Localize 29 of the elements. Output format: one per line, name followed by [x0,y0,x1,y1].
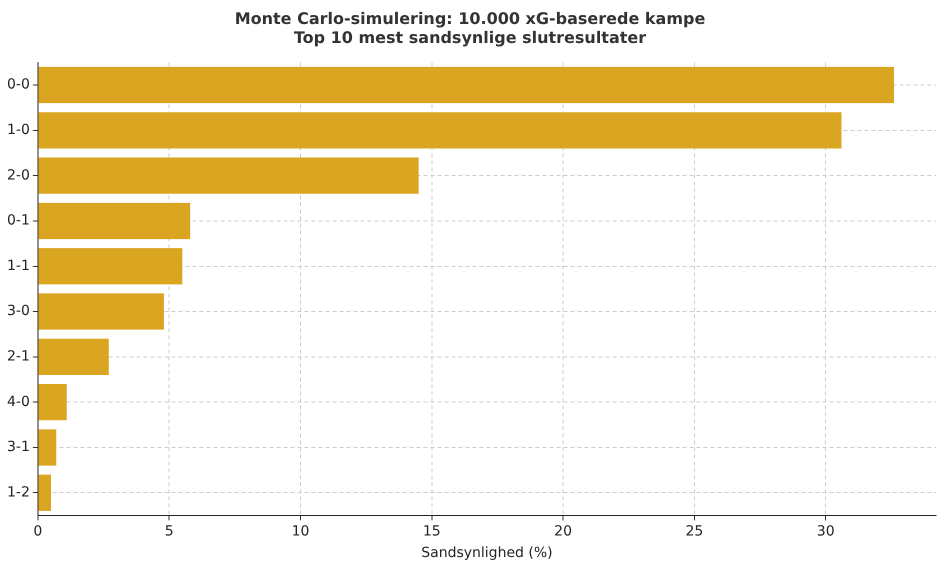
y-tick-label: 3-1 [6,439,30,456]
bar [38,474,51,511]
y-tick-label: 2-1 [6,348,30,364]
bar [38,293,164,330]
bar [38,158,419,194]
x-tick-label: 0 [33,523,42,540]
x-tick-label: 15 [422,523,441,540]
bar [38,429,56,466]
x-axis-title: Sandsynlighed (%) [421,545,553,562]
y-tick-label: 1-0 [6,122,30,138]
bar [38,384,67,420]
y-tick-label: 1-2 [6,484,30,500]
chart-title: Monte Carlo-simulering: 10.000 xG-baserede kampe Top 10 mest sandsynlige slutresultater [234,8,706,47]
y-tick-label: 4-0 [6,394,30,410]
x-tick-label: 5 [164,523,174,540]
y-tick-label: 0-1 [6,212,30,229]
x-tick-label: 25 [685,523,704,540]
y-tick-label: 2-0 [6,167,30,184]
x-tick-label: 10 [292,523,310,540]
y-tick-label: 0-0 [6,76,30,93]
bar [38,66,894,104]
bar [38,202,190,240]
y-tick-label: 1-1 [6,258,30,274]
bar [38,338,109,375]
x-tick-label: 20 [554,523,572,540]
bar [38,112,842,148]
y-tick-label: 3-0 [6,303,30,320]
bar [38,248,182,284]
x-tick-label: 30 [816,523,835,540]
